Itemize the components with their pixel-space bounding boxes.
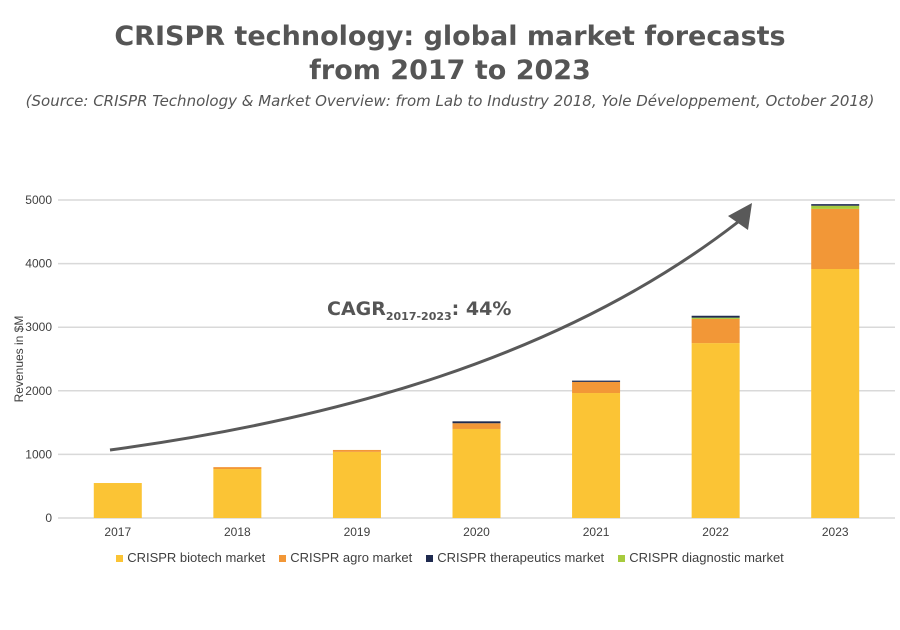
legend-item: CRISPR therapeutics market (426, 550, 604, 565)
title-line-1: CRISPR technology: global market forecas… (114, 21, 786, 52)
x-tick-label: 2018 (224, 525, 251, 539)
cagr-value: : 44% (451, 298, 512, 320)
y-tick-label: 1000 (25, 447, 52, 461)
bar-segment-crispr-agro-market (452, 423, 501, 429)
cagr-prefix: CAGR (327, 298, 386, 320)
bar-segment-crispr-biotech-market (452, 428, 501, 518)
legend-label: CRISPR biotech market (127, 550, 266, 565)
x-tick-label: 2019 (344, 525, 371, 539)
legend-swatch-icon (279, 555, 287, 562)
legend-item: CRISPR biotech market (116, 550, 265, 565)
bar-segment-crispr-therapeutics-market (691, 315, 740, 318)
chart-legend: CRISPR biotech market CRISPR agro market C… (0, 550, 900, 565)
legend-swatch-icon (618, 555, 626, 562)
bar-segment-crispr-therapeutics-market (811, 204, 860, 206)
bar-segment-crispr-biotech-market (691, 343, 740, 518)
y-tick-label: 0 (45, 511, 52, 525)
bar-segment-crispr-biotech-market (93, 483, 142, 518)
y-tick-label: 4000 (25, 257, 52, 271)
legend-label: CRISPR therapeutics market (437, 550, 605, 565)
x-tick-label: 2021 (583, 525, 610, 539)
bar-segment-crispr-biotech-market (572, 393, 621, 518)
bar-segment-crispr-agro-market (572, 381, 621, 394)
y-tick-label: 5000 (25, 193, 52, 207)
y-tick-label: 3000 (25, 320, 52, 334)
x-tick-label: 2017 (104, 525, 131, 539)
cagr-period: 2017-2023 (385, 309, 452, 323)
bar-segment-crispr-agro-market (691, 318, 740, 344)
bar-segment-crispr-agro-market (332, 449, 381, 452)
bar-segment-crispr-therapeutics-market (572, 380, 621, 382)
title-line-2: from 2017 to 2023 (309, 55, 591, 86)
y-tick-label: 2000 (25, 384, 52, 398)
bar-segment-crispr-agro-market (811, 208, 860, 270)
chart-source: (Source: CRISPR Technology & Market Over… (25, 92, 875, 110)
bar-segment-crispr-diagnostic-market (811, 205, 860, 209)
legend-item: CRISPR diagnostic market (618, 550, 784, 565)
legend-item: CRISPR agro market (279, 550, 412, 565)
legend-swatch-icon (426, 555, 434, 562)
bar-segment-crispr-therapeutics-market (452, 421, 501, 424)
bar-segment-crispr-biotech-market (332, 451, 381, 518)
x-tick-label: 2020 (463, 525, 490, 539)
legend-swatch-icon (116, 555, 124, 562)
legend-label: CRISPR diagnostic market (629, 550, 784, 565)
cagr-annotation: CAGR2017-2023: 44% (327, 298, 511, 323)
bar-segment-crispr-biotech-market (213, 469, 262, 518)
legend-label: CRISPR agro market (290, 550, 413, 565)
trend-arrow-line (109, 220, 739, 452)
bar-segment-crispr-agro-market (213, 467, 262, 470)
y-axis-label: Revenues in $M (12, 316, 26, 403)
x-tick-label: 2022 (702, 525, 729, 539)
bar-segment-crispr-diagnostic-market (691, 317, 740, 319)
trend-arrow-head-icon (728, 203, 752, 230)
bar-segment-crispr-biotech-market (811, 269, 860, 518)
chart-title: CRISPR technology: global market forecas… (0, 20, 900, 88)
x-tick-label: 2023 (822, 525, 849, 539)
